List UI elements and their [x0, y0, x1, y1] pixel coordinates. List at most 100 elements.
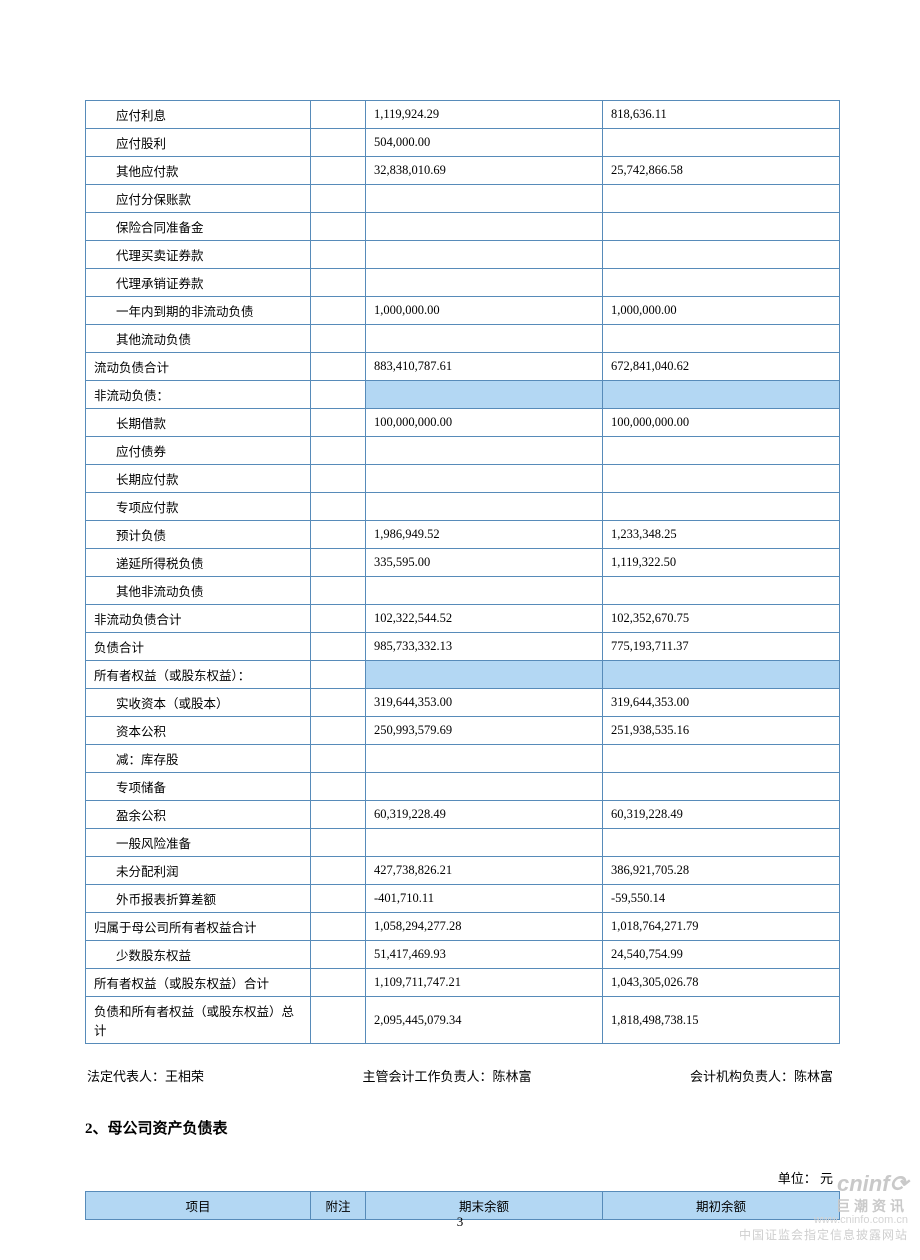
row-label: 长期借款 — [86, 409, 311, 437]
row-note — [311, 773, 366, 801]
row-begin-balance: 1,119,322.50 — [603, 549, 840, 577]
row-note — [311, 213, 366, 241]
row-note — [311, 829, 366, 857]
row-label: 非流动负债合计 — [86, 605, 311, 633]
row-label: 盈余公积 — [86, 801, 311, 829]
table-row: 递延所得税负债335,595.001,119,322.50 — [86, 549, 840, 577]
row-note — [311, 493, 366, 521]
legal-rep: 法定代表人：王相荣 — [87, 1066, 204, 1085]
row-begin-balance — [603, 465, 840, 493]
row-label: 其他流动负债 — [86, 325, 311, 353]
row-label: 负债合计 — [86, 633, 311, 661]
row-begin-balance — [603, 829, 840, 857]
table-row: 负债合计985,733,332.13775,193,711.37 — [86, 633, 840, 661]
row-note — [311, 801, 366, 829]
row-label: 实收资本（或股本） — [86, 689, 311, 717]
row-label: 应付债券 — [86, 437, 311, 465]
table-row: 所有者权益（或股东权益）合计 1,109,711,747.211,043,305,… — [86, 969, 840, 997]
row-begin-balance: 102,352,670.75 — [603, 605, 840, 633]
section-2-title: 2、母公司资产负债表 — [85, 1117, 835, 1138]
table-row: 负债和所有者权益（或股东权益）总计2,095,445,079.341,818,4… — [86, 997, 840, 1044]
row-note — [311, 241, 366, 269]
row-begin-balance: 818,636.11 — [603, 101, 840, 129]
row-note — [311, 633, 366, 661]
unit-label: 单位： 元 — [85, 1168, 833, 1187]
table-row: 实收资本（或股本） 319,644,353.00319,644,353.00 — [86, 689, 840, 717]
row-end-balance — [366, 241, 603, 269]
row-note — [311, 997, 366, 1044]
row-label: 递延所得税负债 — [86, 549, 311, 577]
row-label: 非流动负债： — [86, 381, 311, 409]
watermark-brand: cninf — [837, 1171, 890, 1196]
row-note — [311, 101, 366, 129]
table-row: 少数股东权益51,417,469.9324,540,754.99 — [86, 941, 840, 969]
row-begin-balance — [603, 381, 840, 409]
row-note — [311, 521, 366, 549]
row-begin-balance: -59,550.14 — [603, 885, 840, 913]
watermark-desc: 中国证监会指定信息披露网站 — [739, 1228, 908, 1242]
row-label: 代理承销证券款 — [86, 269, 311, 297]
row-end-balance — [366, 577, 603, 605]
row-end-balance: 51,417,469.93 — [366, 941, 603, 969]
watermark: cninf⟳ 巨潮资讯 www.cninfo.com.cn 中国证监会指定信息披… — [739, 1171, 908, 1242]
table-row: 应付利息1,119,924.29818,636.11 — [86, 101, 840, 129]
signatures-row: 法定代表人：王相荣 主管会计工作负责人：陈林富 会计机构负责人：陈林富 — [87, 1066, 833, 1085]
row-begin-balance: 24,540,754.99 — [603, 941, 840, 969]
row-end-balance: 1,000,000.00 — [366, 297, 603, 325]
row-label: 所有者权益（或股东权益）： — [86, 661, 311, 689]
row-label: 应付分保账款 — [86, 185, 311, 213]
table-row: 代理买卖证券款 — [86, 241, 840, 269]
watermark-cn: 巨潮资讯 — [739, 1198, 908, 1215]
row-label: 应付股利 — [86, 129, 311, 157]
row-end-balance — [366, 325, 603, 353]
row-end-balance: 427,738,826.21 — [366, 857, 603, 885]
table-row: 代理承销证券款 — [86, 269, 840, 297]
row-begin-balance — [603, 269, 840, 297]
row-end-balance: 1,109,711,747.21 — [366, 969, 603, 997]
row-end-balance: 60,319,228.49 — [366, 801, 603, 829]
table-row: 其他应付款32,838,010.6925,742,866.58 — [86, 157, 840, 185]
row-end-balance — [366, 213, 603, 241]
row-begin-balance — [603, 493, 840, 521]
row-note — [311, 577, 366, 605]
row-end-balance — [366, 661, 603, 689]
row-note — [311, 941, 366, 969]
row-begin-balance: 672,841,040.62 — [603, 353, 840, 381]
row-begin-balance: 251,938,535.16 — [603, 717, 840, 745]
row-note — [311, 605, 366, 633]
row-label: 所有者权益（或股东权益）合计 — [86, 969, 311, 997]
row-note — [311, 661, 366, 689]
row-begin-balance: 775,193,711.37 — [603, 633, 840, 661]
table-row: 应付债券 — [86, 437, 840, 465]
row-begin-balance: 60,319,228.49 — [603, 801, 840, 829]
row-begin-balance: 25,742,866.58 — [603, 157, 840, 185]
row-label: 其他应付款 — [86, 157, 311, 185]
row-note — [311, 157, 366, 185]
row-end-balance — [366, 465, 603, 493]
row-label: 负债和所有者权益（或股东权益）总计 — [86, 997, 311, 1044]
row-label: 外币报表折算差额 — [86, 885, 311, 913]
row-note — [311, 717, 366, 745]
table-row: 所有者权益（或股东权益）： — [86, 661, 840, 689]
row-begin-balance: 1,000,000.00 — [603, 297, 840, 325]
row-begin-balance: 1,043,305,026.78 — [603, 969, 840, 997]
row-label: 归属于母公司所有者权益合计 — [86, 913, 311, 941]
row-end-balance: 1,119,924.29 — [366, 101, 603, 129]
row-begin-balance: 386,921,705.28 — [603, 857, 840, 885]
table-row: 未分配利润427,738,826.21386,921,705.28 — [86, 857, 840, 885]
row-label: 一年内到期的非流动负债 — [86, 297, 311, 325]
row-begin-balance — [603, 241, 840, 269]
row-label: 流动负债合计 — [86, 353, 311, 381]
accounting-head: 主管会计工作负责人：陈林富 — [362, 1066, 531, 1085]
row-begin-balance — [603, 745, 840, 773]
row-end-balance: 319,644,353.00 — [366, 689, 603, 717]
row-begin-balance — [603, 773, 840, 801]
row-begin-balance — [603, 577, 840, 605]
table-row: 其他流动负债 — [86, 325, 840, 353]
row-end-balance — [366, 773, 603, 801]
table-row: 盈余公积 60,319,228.4960,319,228.49 — [86, 801, 840, 829]
row-note — [311, 857, 366, 885]
row-begin-balance: 319,644,353.00 — [603, 689, 840, 717]
row-note — [311, 885, 366, 913]
row-note — [311, 409, 366, 437]
